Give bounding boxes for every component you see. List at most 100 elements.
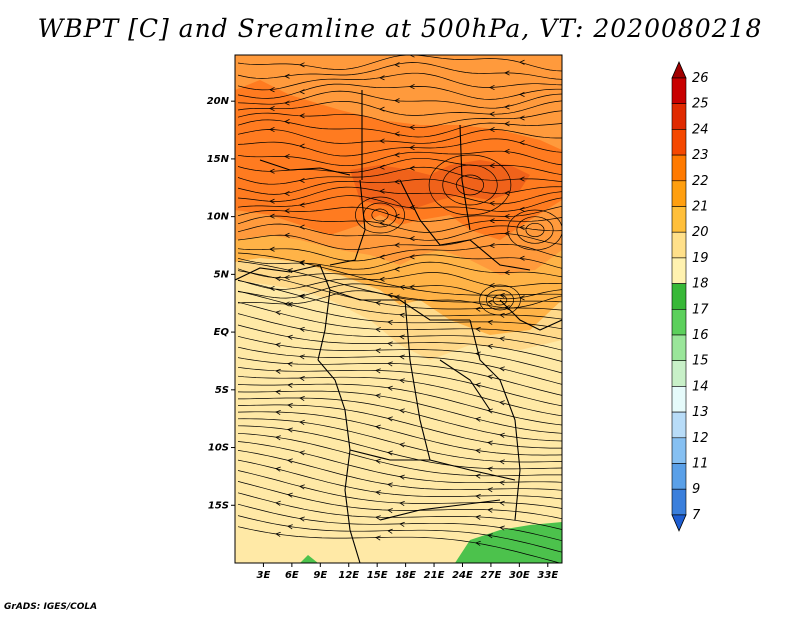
streamline xyxy=(237,390,562,434)
streamline-arrow xyxy=(299,354,305,360)
streamline-arrow xyxy=(387,450,393,456)
colorbar-label: 12 xyxy=(692,431,709,446)
streamline-arrow xyxy=(299,260,305,266)
colorbar-swatch xyxy=(671,386,687,413)
streamline-arrow xyxy=(499,525,505,531)
country-border xyxy=(259,159,351,176)
streamline-arrow xyxy=(489,282,495,288)
lon-tick-label: 9E xyxy=(313,570,327,581)
streamline xyxy=(237,450,562,491)
colorbar-label: 14 xyxy=(692,379,709,394)
colorbar-label: 21 xyxy=(692,200,709,215)
colorbar-swatch xyxy=(671,103,687,130)
map-panel[interactable] xyxy=(235,53,562,564)
lon-tick-label: 6E xyxy=(285,570,299,581)
streamline-arrow xyxy=(284,73,290,79)
streamline-arrow xyxy=(387,319,393,326)
streamline-arrow xyxy=(487,408,493,414)
streamline-arrow xyxy=(487,487,493,493)
streamline-arrow xyxy=(375,393,381,399)
colorbar-label: 25 xyxy=(692,97,709,112)
streamline-arrow xyxy=(269,126,275,133)
streamline-arrow xyxy=(284,208,290,214)
streamline xyxy=(237,481,562,520)
streamline xyxy=(237,110,562,129)
streamline-arrow xyxy=(284,154,290,160)
streamline-arrow xyxy=(394,152,400,158)
colorbar-swatch xyxy=(671,411,687,439)
streamline-vortex xyxy=(428,154,512,216)
lon-tick-label: 30E xyxy=(509,570,530,581)
streamline-arrow xyxy=(387,292,393,298)
streamline-arrow xyxy=(299,516,305,522)
streamline-arrow xyxy=(299,396,305,402)
streamline-arrow xyxy=(504,104,510,110)
streamline-vortex xyxy=(516,216,554,244)
streamline-arrow xyxy=(269,198,275,204)
streamline-arrow xyxy=(287,334,293,340)
streamline-arrow xyxy=(275,500,281,506)
lon-tick-label: 27E xyxy=(481,570,502,581)
country-border xyxy=(329,289,470,321)
streamline-arrow xyxy=(489,84,495,91)
streamline-arrow xyxy=(489,243,495,249)
streamline-arrow xyxy=(489,200,495,206)
streamline-arrow xyxy=(487,343,493,350)
lat-tick-label: 5S xyxy=(215,385,229,396)
streamline-arrow xyxy=(299,376,305,382)
streamline xyxy=(237,205,562,222)
streamline-arrow xyxy=(504,121,510,127)
streamline-arrow xyxy=(375,300,381,306)
colorbar-label: 16 xyxy=(692,328,709,343)
streamline-vortex xyxy=(479,284,521,316)
wbpt-shading-23 xyxy=(235,80,562,240)
colorbar-swatch xyxy=(671,154,687,182)
streamline-arrow xyxy=(519,206,525,212)
colorbar-label: 9 xyxy=(692,482,700,497)
streamline-arrow xyxy=(375,368,381,374)
streamline-arrow xyxy=(487,374,493,380)
streamline xyxy=(237,383,562,426)
streamline-arrow xyxy=(379,138,385,144)
streamline xyxy=(237,119,562,138)
streamline-arrow xyxy=(519,255,525,261)
streamline-arrow xyxy=(504,190,510,196)
streamline-arrow xyxy=(519,59,525,65)
streamline-arrow xyxy=(299,113,305,119)
streamline-arrow xyxy=(375,348,381,354)
streamline-arrow xyxy=(504,305,510,311)
streamline-arrow xyxy=(504,148,510,154)
streamline xyxy=(237,254,562,270)
streamline-vortex xyxy=(355,196,405,234)
lon-tick-label: 21E xyxy=(424,570,445,581)
streamline-arrow xyxy=(299,143,305,149)
streamline-arrow xyxy=(489,163,495,169)
streamline-arrow xyxy=(269,87,275,93)
streamline-arrow xyxy=(379,220,385,226)
streamline xyxy=(237,425,562,470)
streamline-arrow xyxy=(379,276,385,282)
streamline xyxy=(237,459,562,500)
streamline-vortex xyxy=(371,208,389,222)
streamline-arrow xyxy=(375,515,381,521)
streamline-arrow xyxy=(387,361,393,367)
colorbar-label: 15 xyxy=(692,354,709,369)
streamline-arrow xyxy=(287,524,293,530)
map-frame xyxy=(234,54,563,564)
streamline-arrow xyxy=(504,70,510,76)
streamline xyxy=(237,411,562,456)
streamline-arrow xyxy=(399,501,405,507)
streamline xyxy=(237,243,562,262)
colorbar-swatch xyxy=(671,206,687,233)
streamline xyxy=(237,178,562,195)
wbpt-shading-24 xyxy=(350,160,530,210)
streamline-arrow xyxy=(394,98,400,104)
streamline xyxy=(237,492,562,530)
streamline-arrow xyxy=(487,319,493,325)
streamline-arrow xyxy=(379,75,385,81)
streamline xyxy=(237,100,562,116)
streamline-arrow xyxy=(499,366,505,372)
streamline-arrow xyxy=(475,494,481,500)
streamline-arrow xyxy=(387,508,393,514)
country-border xyxy=(379,499,501,521)
